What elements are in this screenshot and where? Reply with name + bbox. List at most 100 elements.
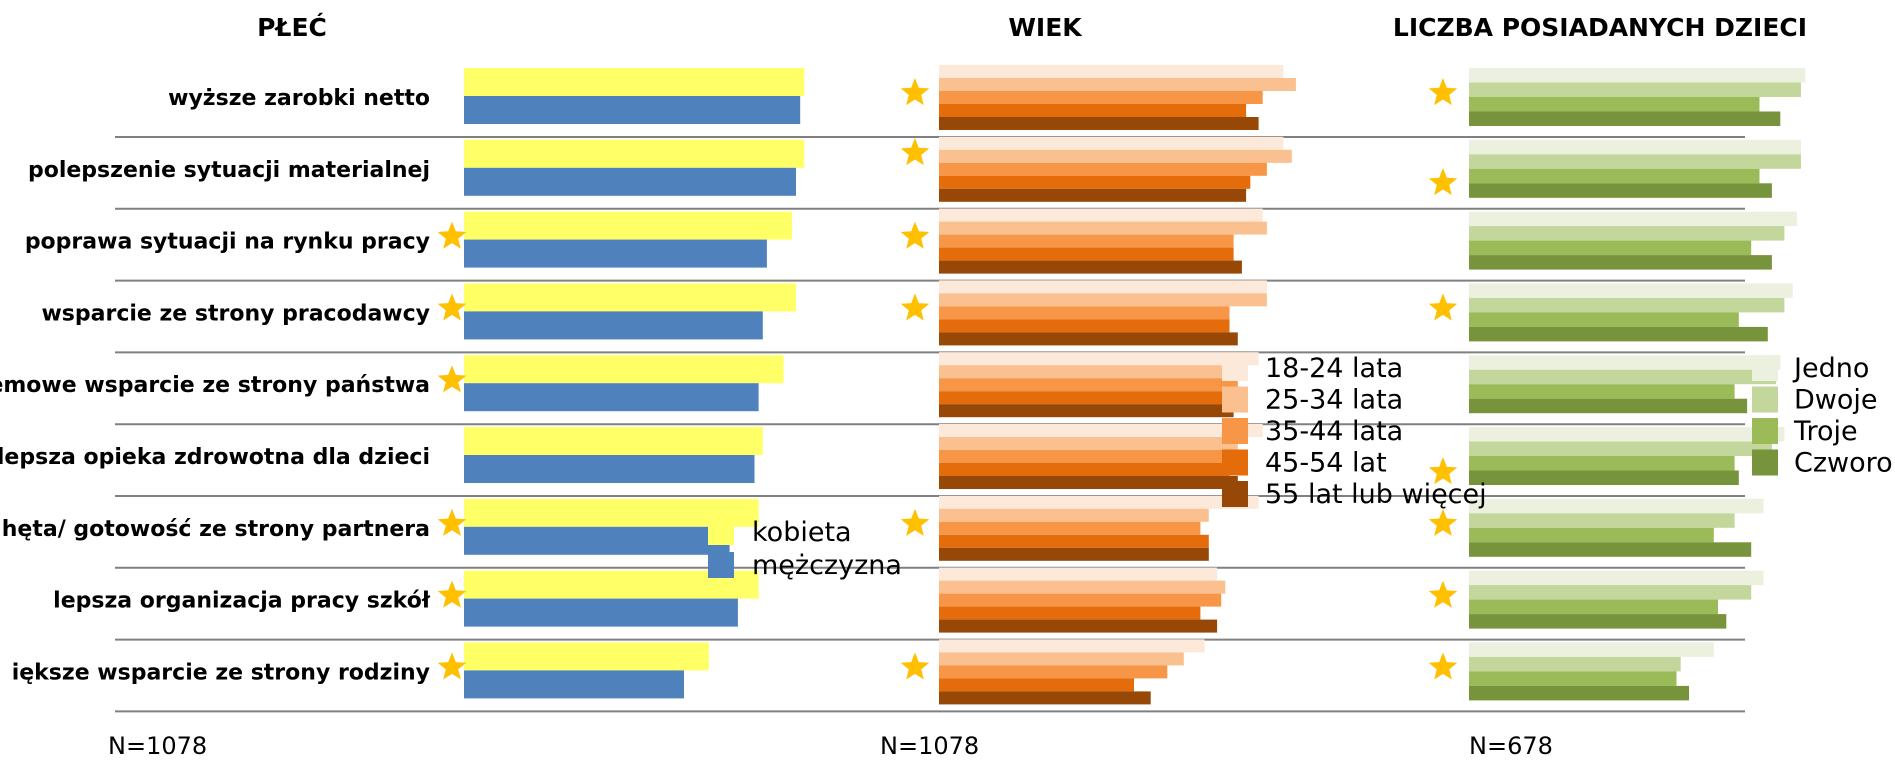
bar-25-34-lata xyxy=(939,221,1267,235)
bar-mężczyzna xyxy=(464,311,763,340)
bar-czworo xyxy=(1469,542,1752,557)
bar-kobieta xyxy=(464,427,763,455)
bar-dwoje xyxy=(1469,513,1735,528)
bar-czworo xyxy=(1469,326,1768,342)
bar-jedno xyxy=(1469,283,1793,298)
bar-czworo xyxy=(1469,614,1727,629)
bar-35-44-lata xyxy=(939,306,1230,320)
significance-star-icon xyxy=(900,138,930,166)
bar-45-54-lat xyxy=(939,463,1230,476)
bar-dwoje xyxy=(1469,226,1785,241)
significance-star-icon xyxy=(900,652,930,680)
bar-czworo xyxy=(1469,183,1772,198)
bar-troje xyxy=(1469,97,1760,112)
bar-jedno xyxy=(1469,355,1781,370)
bar-25-34-lata xyxy=(939,652,1184,666)
bar-troje xyxy=(1469,456,1735,471)
bar-troje xyxy=(1469,240,1752,256)
bar-55-lat-lub-więcej xyxy=(939,117,1259,130)
legend-swatch xyxy=(708,552,734,578)
legend-swatch xyxy=(1752,386,1778,413)
legend-swatch xyxy=(1752,355,1778,381)
bar-18-24-lata xyxy=(939,352,1259,366)
bar-czworo xyxy=(1469,685,1689,701)
category-labels: wyższe zarobki netto polepszenie sytuacji… xyxy=(0,86,431,685)
legend-label: 45-54 lat xyxy=(1265,448,1387,479)
bar-jedno xyxy=(1469,642,1714,657)
bar-18-24-lata xyxy=(939,136,1284,150)
bar-dwoje xyxy=(1469,154,1801,169)
legend-swatch xyxy=(1222,449,1248,476)
bar-18-24-lata xyxy=(939,424,1263,437)
bar-55-lat-lub-więcej xyxy=(939,332,1238,346)
bar-jedno xyxy=(1469,427,1785,442)
legend-label: Troje xyxy=(1793,416,1858,447)
significance-star-icon xyxy=(1428,168,1458,196)
bar-45-54-lat xyxy=(939,319,1230,333)
panel-plec xyxy=(464,68,805,699)
bar-18-24-lata xyxy=(939,280,1267,294)
bar-18-24-lata xyxy=(939,567,1218,581)
bar-45-54-lat xyxy=(939,175,1251,189)
bar-45-54-lat xyxy=(939,534,1209,548)
bar-mężczyzna xyxy=(464,383,759,412)
bar-35-44-lata xyxy=(939,450,1234,463)
bar-35-44-lata xyxy=(939,162,1267,176)
bar-troje xyxy=(1469,527,1714,543)
row-separators xyxy=(115,136,1745,713)
significance-star-icon xyxy=(437,293,467,321)
bar-35-44-lata xyxy=(939,378,1238,392)
significance-star-icon xyxy=(900,508,930,536)
bar-czworo xyxy=(1469,111,1781,126)
bar-jedno xyxy=(1469,68,1806,83)
bar-25-34-lata xyxy=(939,293,1267,307)
bar-kobieta xyxy=(464,642,709,671)
category-label: wsparcie ze strony pracodawcy xyxy=(41,301,430,326)
bar-jedno xyxy=(1469,211,1797,227)
category-label: lepsza opieka zdrowotna dla dzieci xyxy=(0,445,430,470)
bar-45-54-lat xyxy=(939,391,1234,405)
category-label: hęta/ gotowość ze strony partnera xyxy=(2,517,430,542)
bar-25-34-lata xyxy=(939,365,1238,379)
panel-title-dzieci: LICZBA POSIADANYCH DZIECI xyxy=(1393,13,1807,42)
bar-kobieta xyxy=(464,355,784,384)
bar-troje xyxy=(1469,671,1677,686)
bar-troje xyxy=(1469,599,1718,615)
bar-35-44-lata xyxy=(939,234,1234,248)
bar-25-34-lata xyxy=(939,149,1292,163)
bar-kobieta xyxy=(464,139,805,168)
panel-wiek xyxy=(939,65,1296,705)
legend-swatch xyxy=(1222,386,1248,413)
bar-55-lat-lub-więcej xyxy=(939,619,1218,633)
bar-18-24-lata xyxy=(939,65,1284,78)
bar-mężczyzna xyxy=(464,96,801,124)
bar-mężczyzna xyxy=(464,670,684,699)
bar-55-lat-lub-więcej xyxy=(939,476,1238,489)
legend-label: 25-34 lata xyxy=(1265,385,1403,416)
bar-55-lat-lub-więcej xyxy=(939,691,1151,705)
legend-label: 55 lat lub więcej xyxy=(1265,479,1487,510)
bar-55-lat-lub-więcej xyxy=(939,404,1234,418)
bar-dwoje xyxy=(1469,369,1777,385)
bar-dwoje xyxy=(1469,82,1801,97)
category-label: wyższe zarobki netto xyxy=(168,86,430,111)
bar-dwoje xyxy=(1469,441,1772,456)
bar-jedno xyxy=(1469,498,1764,514)
bar-mężczyzna xyxy=(464,455,755,483)
significance-star-icon xyxy=(437,221,467,249)
significance-star-icon xyxy=(437,652,467,680)
panel-title-wiek: WIEK xyxy=(1008,13,1083,42)
significance-star-icon xyxy=(900,221,930,249)
bar-mężczyzna xyxy=(464,239,767,268)
bar-mężczyzna xyxy=(464,598,738,627)
bar-35-44-lata xyxy=(939,91,1263,104)
bar-czworo xyxy=(1469,255,1772,270)
bar-35-44-lata xyxy=(939,593,1222,607)
significance-star-icon xyxy=(1428,652,1458,680)
category-label: iększe wsparcie ze strony rodziny xyxy=(12,660,430,685)
legend-swatch xyxy=(708,519,734,545)
legend-label: Dwoje xyxy=(1794,385,1878,416)
legend-label: mężczyzna xyxy=(752,550,902,581)
